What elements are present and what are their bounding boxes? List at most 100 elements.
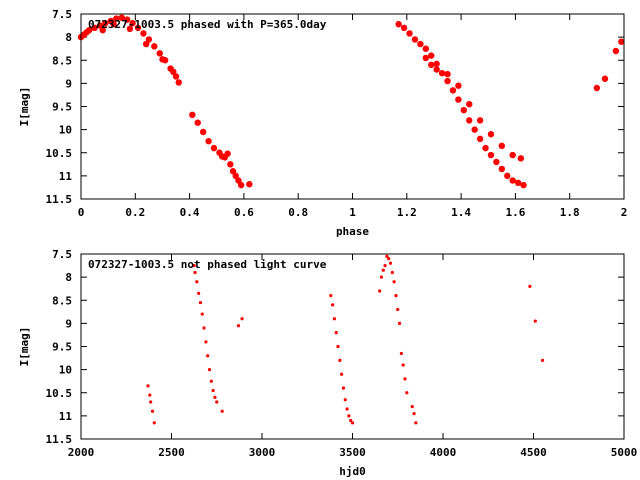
phased-data-point: [476, 135, 484, 143]
unphased-data-point: [149, 400, 153, 404]
unphased-data-point: [533, 319, 537, 323]
phased-data-point: [170, 68, 177, 76]
unphased-data-point: [152, 421, 156, 425]
phased-data-point: [145, 36, 153, 43]
phased-data-point: [517, 155, 525, 162]
phased-data-point: [487, 131, 495, 138]
phased-data-point: [438, 70, 446, 77]
phased-data-point: [482, 144, 489, 152]
unphased-data-point: [381, 268, 385, 272]
phased-y-tick-label: 9.5: [52, 101, 72, 114]
phased-data-point: [85, 26, 93, 34]
phased-data-point: [417, 40, 424, 48]
unphased-data-point: [396, 307, 400, 312]
phased-x-tick-label: 1.8: [560, 206, 580, 219]
phased-data-point: [99, 26, 106, 34]
phased-y-tick-label: 7.5: [52, 8, 72, 21]
unphased-data-point: [349, 418, 353, 423]
unphased-data-point: [410, 405, 414, 409]
phased-data-point: [134, 24, 142, 32]
phased-data-point: [487, 151, 495, 159]
phased-data-point: [123, 16, 131, 23]
unphased-data-point: [332, 317, 336, 321]
phased-data-point: [395, 20, 402, 28]
unphased-data-point: [379, 275, 384, 279]
unphased-data-point: [388, 261, 393, 265]
phased-data-point: [129, 20, 136, 27]
phased-y-tick-label: 8.5: [52, 54, 72, 67]
unphased-data-point: [378, 289, 382, 293]
phased-plot-frame: [80, 13, 625, 200]
unphased-data-point: [340, 372, 344, 376]
unphased-data-point: [150, 409, 155, 413]
phased-data-point: [229, 168, 237, 175]
unphased-data-point: [204, 340, 208, 344]
unphased-x-tick-label: 2000: [68, 446, 95, 459]
unphased-data-point: [390, 270, 394, 275]
phased-data-point: [514, 179, 522, 187]
unphased-data-point: [330, 303, 335, 307]
unphased-data-point: [394, 294, 398, 298]
phased-data-point: [140, 30, 147, 37]
phased-x-tick-label: 0.6: [234, 206, 254, 219]
phased-data-point: [433, 66, 440, 73]
unphased-data-point: [345, 407, 349, 411]
unphased-y-tick-label: 10.5: [46, 387, 73, 400]
unphased-y-tick-label: 9.5: [52, 341, 72, 354]
phased-data-point: [400, 24, 408, 32]
phased-y-tick-label: 9: [65, 77, 72, 90]
phased-light-curve-panel: 0 0.2 0.4 0.6 0.8 1 1.2 1.4 1.6 1.8 2 7.5 8 8.5 9 9.5 10…: [18, 8, 627, 238]
unphased-data-points: [146, 254, 545, 425]
phased-data-point: [205, 137, 212, 145]
phased-data-point: [428, 52, 435, 59]
unphased-data-point: [403, 377, 407, 381]
unphased-data-point: [341, 386, 346, 390]
phased-data-point: [175, 79, 182, 86]
phased-data-point: [189, 111, 196, 119]
unphased-data-point: [387, 257, 391, 261]
unphased-y-tick-label: 11.5: [46, 433, 73, 446]
phased-data-point: [422, 54, 430, 62]
phased-data-point: [110, 20, 117, 28]
phased-data-point: [172, 73, 180, 80]
phased-data-point: [428, 61, 435, 69]
phased-data-point: [235, 177, 242, 184]
unphased-x-tick-label: 3500: [339, 446, 366, 459]
phased-data-point: [601, 75, 609, 82]
phased-data-point: [509, 177, 516, 184]
phased-data-point: [91, 24, 98, 32]
phased-data-point: [151, 43, 158, 50]
phased-data-point: [593, 84, 601, 92]
phased-data-point: [227, 161, 234, 168]
unphased-x-tick-label: 5000: [611, 446, 638, 459]
phased-data-point: [498, 142, 506, 150]
unphased-data-point: [215, 400, 219, 404]
phased-data-point: [509, 151, 516, 159]
phased-data-point: [444, 77, 451, 85]
unphased-data-point: [399, 351, 403, 356]
phased-data-point: [159, 56, 166, 63]
unphased-data-point: [240, 317, 244, 321]
phased-x-tick-label: 1: [349, 206, 356, 219]
phased-data-point: [433, 60, 440, 68]
phased-x-tick-label: 0: [78, 206, 85, 219]
phased-data-points: [77, 14, 625, 189]
unphased-data-point: [146, 384, 150, 388]
unphased-light-curve-panel: 2000 2500 3000 3500 4000 4500 5000 7.5 8 8.5 9 9.5 1…: [18, 248, 637, 478]
unphased-data-point: [336, 344, 340, 349]
phased-data-point: [520, 181, 527, 189]
unphased-y-tick-label: 10: [59, 364, 72, 377]
phased-data-point: [156, 50, 163, 57]
phased-data-point: [194, 119, 201, 126]
phased-data-point: [612, 47, 620, 55]
phased-data-point: [96, 22, 104, 29]
phased-y-tick-label: 11.5: [46, 193, 73, 206]
unphased-data-point: [397, 321, 402, 325]
phased-data-point: [466, 100, 473, 108]
phased-data-point: [618, 38, 625, 45]
phased-data-point: [246, 181, 253, 188]
phased-data-point: [113, 15, 120, 22]
phased-data-point: [406, 30, 413, 37]
unphased-data-point: [338, 358, 342, 362]
